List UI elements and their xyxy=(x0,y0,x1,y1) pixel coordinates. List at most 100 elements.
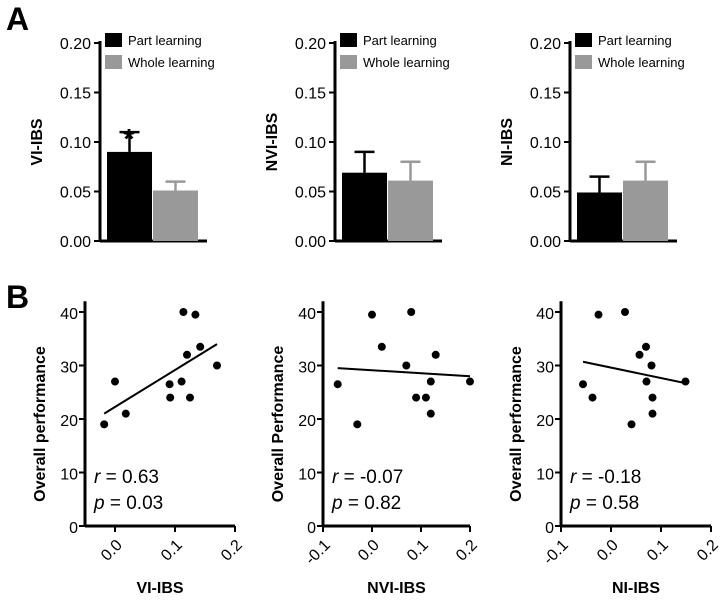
y-tick-label: 30 xyxy=(298,360,316,377)
y-tick-label: 20 xyxy=(60,413,78,430)
y-tick-label: 0.10 xyxy=(60,135,91,152)
legend-label: Part learning xyxy=(363,33,437,48)
data-point xyxy=(648,409,657,418)
legend-label: Part learning xyxy=(128,33,202,48)
x-tick-label: 0.2 xyxy=(218,537,246,565)
data-point xyxy=(179,308,188,316)
data-point xyxy=(100,420,109,429)
significance-asterisk: * xyxy=(124,123,135,154)
r-symbol: r xyxy=(94,467,101,488)
data-point xyxy=(166,393,175,402)
y-axis-label: Overall performance xyxy=(32,346,49,502)
y-tick-label: 30 xyxy=(60,360,78,377)
legend-swatch xyxy=(105,55,122,69)
data-point xyxy=(431,350,440,359)
panel-label-a: A xyxy=(6,1,29,37)
data-point xyxy=(191,310,200,319)
bar-part-learning xyxy=(342,172,387,241)
data-point xyxy=(368,310,376,319)
data-point xyxy=(353,420,362,429)
data-point xyxy=(412,393,421,402)
p-statistic: p = 0.58 xyxy=(569,493,639,514)
data-point xyxy=(421,393,430,402)
x-axis-label: NVI-IBS xyxy=(367,580,426,597)
r-value: = -0.07 xyxy=(338,467,403,488)
y-tick-label: 0.15 xyxy=(530,86,561,103)
regression-line xyxy=(582,360,686,385)
y-tick-label: 40 xyxy=(298,306,316,323)
data-point xyxy=(594,310,603,319)
y-tick-label: 0.00 xyxy=(295,234,326,251)
y-axis-label: NVI-IBS xyxy=(264,112,281,171)
data-point xyxy=(621,308,629,316)
legend-swatch xyxy=(575,55,592,69)
p-statistic: p = 0.82 xyxy=(331,493,401,514)
y-axis-label: Overall Performance xyxy=(270,346,287,503)
y-tick-label: 0.00 xyxy=(530,234,561,251)
x-tick-label: 0.2 xyxy=(694,537,722,565)
data-point xyxy=(333,380,342,389)
y-axis-label: VI-IBS xyxy=(29,118,46,165)
data-point xyxy=(648,393,657,402)
p-value: = 0.03 xyxy=(105,493,164,514)
data-point xyxy=(681,377,690,386)
regression-line xyxy=(103,343,218,415)
r-value: = -0.18 xyxy=(576,467,641,488)
x-tick-label: -0.1 xyxy=(302,537,334,569)
y-tick-label: 0.00 xyxy=(60,234,91,251)
data-point xyxy=(177,377,186,386)
legend-label: Whole learning xyxy=(598,55,685,70)
x-tick-label: 0.1 xyxy=(158,537,186,565)
legend-swatch xyxy=(105,33,122,47)
x-tick-label: 0.1 xyxy=(644,537,672,565)
data-point xyxy=(426,409,435,418)
x-axis-label: NI-IBS xyxy=(612,580,660,597)
y-tick-label: 20 xyxy=(536,413,554,430)
y-tick-label: 10 xyxy=(536,467,554,484)
panel-label-b: B xyxy=(6,279,29,315)
y-tick-label: 0.20 xyxy=(295,36,326,53)
x-tick-label: 0.0 xyxy=(594,537,622,565)
legend-label: Whole learning xyxy=(128,55,215,70)
p-statistic: p = 0.03 xyxy=(93,493,163,514)
data-point xyxy=(627,420,636,429)
y-tick-label: 0.05 xyxy=(60,185,91,202)
y-tick-label: 0.20 xyxy=(60,36,91,53)
bar-whole-learning xyxy=(388,180,433,241)
data-point xyxy=(402,361,411,370)
legend-swatch xyxy=(340,33,357,47)
y-tick-label: 0.15 xyxy=(295,86,326,103)
y-tick-label: 0.10 xyxy=(530,135,561,152)
y-axis-label: NI-IBS xyxy=(499,118,516,166)
legend-swatch xyxy=(575,33,592,47)
data-point xyxy=(642,342,650,351)
bar-whole-learning xyxy=(153,190,198,241)
y-tick-label: 0.05 xyxy=(530,185,561,202)
data-point xyxy=(579,380,587,389)
y-tick-label: 0 xyxy=(69,520,78,537)
p-value: = 0.58 xyxy=(581,493,640,514)
p-symbol: p xyxy=(569,493,581,514)
p-symbol: p xyxy=(93,493,105,514)
data-point xyxy=(642,377,651,386)
data-point xyxy=(165,380,174,389)
y-tick-label: 0.05 xyxy=(295,185,326,202)
y-tick-label: 40 xyxy=(60,306,78,323)
regression-line xyxy=(337,367,471,378)
x-tick-label: 0.2 xyxy=(453,537,481,565)
legend-label: Part learning xyxy=(598,33,672,48)
r-statistic: r = -0.18 xyxy=(570,467,641,488)
y-tick-label: 10 xyxy=(60,467,78,484)
data-point xyxy=(183,350,191,359)
y-tick-label: 30 xyxy=(536,360,554,377)
r-symbol: r xyxy=(570,467,577,488)
x-tick-label: 0.0 xyxy=(355,537,383,565)
p-symbol: p xyxy=(331,493,343,514)
bar-part-learning xyxy=(107,151,152,241)
x-axis-label: VI-IBS xyxy=(136,580,183,597)
legend-swatch xyxy=(340,55,357,69)
x-tick-label: 0.0 xyxy=(98,537,126,565)
legend-label: Whole learning xyxy=(363,55,450,70)
x-tick-label: -0.1 xyxy=(540,537,572,569)
